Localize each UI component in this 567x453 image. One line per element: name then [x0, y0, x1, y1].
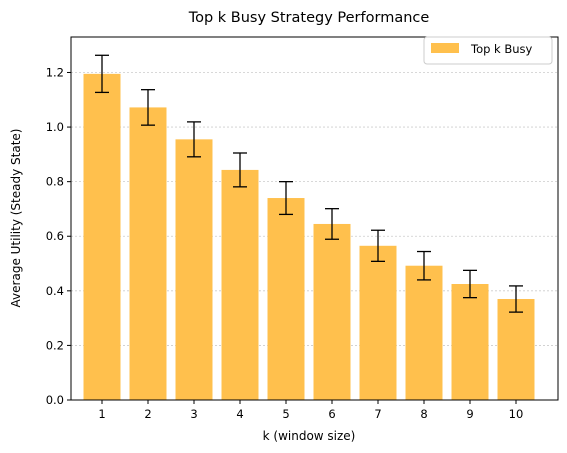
bar [313, 223, 351, 400]
bar [405, 265, 443, 400]
x-tick-label: 5 [282, 407, 289, 421]
bar [129, 107, 167, 401]
bar [83, 73, 121, 401]
x-axis-label: k (window size) [263, 429, 356, 443]
y-tick-label: 0.4 [46, 284, 64, 298]
bar [221, 169, 259, 400]
bar [451, 284, 489, 400]
x-tick-label: 8 [420, 407, 427, 421]
y-tick-label: 0.6 [46, 229, 64, 243]
x-tick-label: 7 [374, 407, 381, 421]
x-tick-label: 1 [98, 407, 105, 421]
x-tick-label: 9 [466, 407, 473, 421]
bar [267, 198, 305, 400]
x-tick-label: 4 [236, 407, 243, 421]
bar [497, 299, 535, 400]
y-axis-ticks: 0.0 0.2 0.4 0.6 0.8 1.0 1.2 [46, 65, 71, 407]
y-tick-label: 0.2 [46, 338, 64, 352]
plot-frame [70, 36, 559, 401]
error-bars-group [95, 54, 523, 313]
legend-label: Top k Busy [470, 42, 533, 56]
chart-title: Top k Busy Strategy Performance [188, 10, 430, 26]
bar [359, 245, 397, 400]
x-tick-label: 6 [328, 407, 335, 421]
bars-group [83, 73, 535, 401]
y-tick-label: 0.8 [46, 175, 64, 189]
y-axis-label: Average Utility (Steady State) [9, 129, 23, 308]
x-tick-label: 10 [509, 407, 524, 421]
bar [175, 139, 213, 401]
y-tick-label: 1.2 [46, 65, 64, 79]
legend: Top k Busy [423, 36, 553, 65]
x-tick-label: 2 [144, 407, 151, 421]
legend-swatch [431, 43, 459, 53]
x-axis-ticks: 1 2 3 4 5 6 7 8 9 10 [98, 400, 523, 421]
x-tick-label: 3 [190, 407, 197, 421]
y-tick-label: 0.0 [46, 393, 64, 407]
y-tick-label: 1.0 [46, 120, 64, 134]
